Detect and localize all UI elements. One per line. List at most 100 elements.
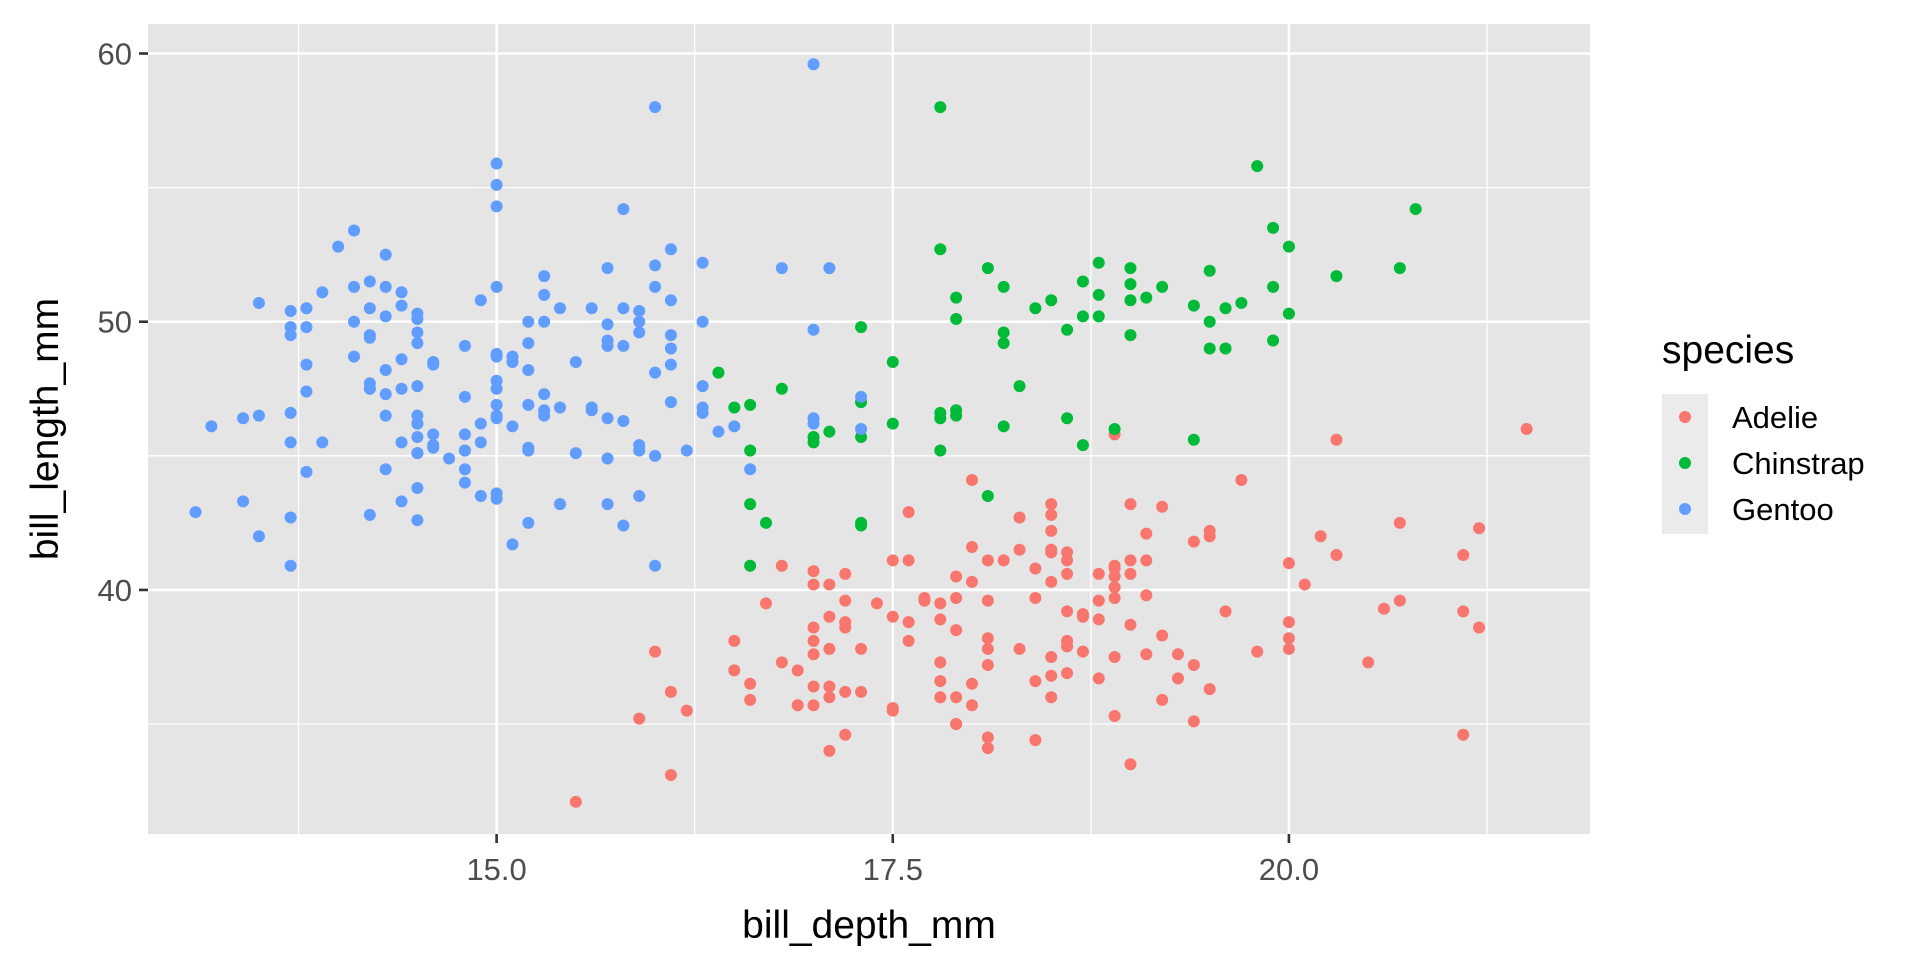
data-point-adelie	[1378, 602, 1390, 615]
data-point-adelie	[1140, 648, 1153, 661]
data-point-adelie	[918, 591, 931, 604]
data-point-adelie	[1124, 554, 1137, 567]
x-tick-label: 15.0	[466, 852, 526, 887]
data-point-gentoo	[807, 412, 820, 425]
data-point-adelie	[1393, 594, 1406, 607]
series-adelie	[569, 423, 1533, 808]
data-point-adelie	[823, 642, 836, 655]
data-point-gentoo	[458, 428, 471, 441]
data-point-gentoo	[252, 530, 265, 543]
data-point-adelie	[1108, 650, 1121, 663]
data-point-gentoo	[379, 463, 392, 476]
data-point-chinstrap	[934, 243, 947, 256]
data-point-adelie	[1029, 734, 1042, 747]
data-point-adelie	[1282, 557, 1295, 570]
data-point-gentoo	[633, 439, 646, 452]
data-point-chinstrap	[1267, 334, 1280, 347]
data-point-gentoo	[237, 495, 250, 508]
data-point-chinstrap	[950, 291, 963, 304]
data-point-adelie	[1140, 554, 1153, 567]
data-point-gentoo	[379, 248, 392, 261]
data-point-chinstrap	[1409, 203, 1422, 216]
data-point-gentoo	[617, 203, 630, 216]
data-point-chinstrap	[997, 326, 1010, 339]
data-point-gentoo	[664, 396, 677, 409]
data-point-adelie	[791, 664, 804, 677]
data-point-gentoo	[300, 385, 313, 398]
data-point-adelie	[1013, 642, 1026, 655]
data-point-adelie	[886, 701, 899, 714]
data-point-gentoo	[395, 382, 408, 395]
data-point-gentoo	[379, 388, 392, 401]
data-point-gentoo	[585, 404, 598, 417]
data-point-adelie	[823, 610, 836, 623]
data-point-gentoo	[712, 425, 725, 438]
data-point-gentoo	[601, 498, 614, 511]
data-point-gentoo	[633, 315, 646, 328]
data-point-gentoo	[252, 296, 265, 309]
data-point-gentoo	[379, 280, 392, 293]
data-point-chinstrap	[1108, 423, 1121, 435]
data-point-gentoo	[252, 409, 265, 422]
data-point-gentoo	[601, 262, 614, 275]
data-point-gentoo	[411, 380, 424, 393]
data-point-gentoo	[300, 302, 313, 315]
data-point-chinstrap	[1124, 262, 1137, 275]
data-point-adelie	[728, 664, 741, 677]
data-point-adelie	[1298, 578, 1311, 591]
data-point-gentoo	[649, 366, 662, 379]
data-point-chinstrap	[1219, 302, 1232, 315]
data-point-gentoo	[443, 452, 456, 465]
data-point-adelie	[981, 554, 994, 567]
data-point-adelie	[1045, 691, 1058, 704]
data-point-adelie	[1061, 567, 1074, 580]
series-gentoo	[189, 58, 868, 572]
data-point-adelie	[744, 693, 757, 706]
data-point-gentoo	[363, 302, 376, 315]
data-point-gentoo	[490, 280, 503, 293]
data-point-gentoo	[506, 420, 519, 433]
legend-title: species	[1662, 329, 1794, 372]
data-point-adelie	[1108, 581, 1121, 594]
data-point-gentoo	[744, 463, 757, 476]
data-point-chinstrap	[1251, 160, 1264, 173]
data-point-gentoo	[649, 259, 662, 272]
data-point-gentoo	[363, 508, 376, 521]
data-point-gentoo	[316, 436, 329, 449]
data-point-chinstrap	[1282, 307, 1295, 320]
data-point-adelie	[1282, 616, 1295, 629]
data-point-adelie	[775, 656, 788, 669]
data-point-adelie	[1457, 728, 1470, 741]
data-point-adelie	[807, 621, 820, 634]
data-point-gentoo	[395, 286, 408, 299]
data-point-adelie	[902, 616, 915, 629]
data-point-gentoo	[474, 436, 487, 449]
data-point-adelie	[1124, 498, 1137, 511]
data-point-gentoo	[823, 262, 836, 275]
data-point-gentoo	[363, 275, 376, 288]
data-point-gentoo	[633, 304, 646, 317]
data-point-adelie	[807, 699, 820, 712]
data-point-gentoo	[601, 339, 614, 352]
data-point-adelie	[902, 634, 915, 647]
data-point-chinstrap	[1092, 288, 1105, 301]
data-point-gentoo	[474, 294, 487, 307]
data-point-chinstrap	[1156, 280, 1169, 293]
data-point-adelie	[1156, 693, 1169, 706]
data-point-adelie	[1076, 645, 1089, 658]
data-point-chinstrap	[1267, 221, 1280, 234]
data-point-gentoo	[696, 256, 709, 269]
data-point-adelie	[664, 768, 677, 781]
data-point-gentoo	[649, 449, 662, 462]
data-point-gentoo	[411, 307, 424, 320]
data-point-chinstrap	[1203, 315, 1216, 328]
data-point-gentoo	[284, 511, 297, 524]
data-point-gentoo	[490, 492, 503, 505]
data-point-adelie	[1330, 549, 1343, 562]
data-point-chinstrap	[934, 412, 947, 425]
data-point-gentoo	[395, 436, 408, 449]
data-point-gentoo	[189, 506, 202, 519]
data-point-gentoo	[395, 353, 408, 366]
data-point-gentoo	[633, 326, 646, 339]
data-point-adelie	[1187, 659, 1200, 672]
